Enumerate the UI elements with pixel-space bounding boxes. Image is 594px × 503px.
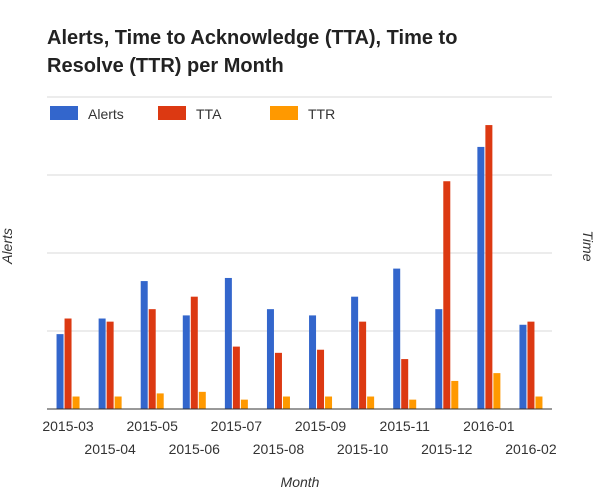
- legend-item-tta: TTA: [158, 106, 222, 122]
- bar-tta-2015-04: [106, 321, 114, 409]
- bar-ttr-2015-03: [72, 396, 80, 409]
- bar-ttr-2015-06: [198, 391, 206, 409]
- bar-alerts-2015-10: [351, 296, 359, 409]
- bar-ttr-2015-07: [240, 399, 248, 409]
- bar-ttr-2015-09: [325, 396, 333, 409]
- x-tick-label-2015-12: 2015-12: [421, 441, 473, 457]
- x-tick-label-2015-09: 2015-09: [295, 418, 347, 434]
- bar-alerts-2015-06: [182, 315, 190, 409]
- legend-swatch-tta: [158, 106, 186, 120]
- bar-tta-2016-02: [527, 321, 535, 409]
- x-tick-label-2016-02: 2016-02: [505, 441, 557, 457]
- legend-swatch-ttr: [270, 106, 298, 120]
- bar-ttr-2015-08: [282, 396, 290, 409]
- bar-tta-2015-09: [317, 349, 325, 409]
- bar-ttr-2016-02: [535, 396, 543, 409]
- legend-item-alerts: Alerts: [50, 106, 124, 122]
- bars: [56, 125, 543, 410]
- bar-ttr-2015-04: [114, 396, 122, 409]
- x-tick-label-2015-10: 2015-10: [337, 441, 389, 457]
- bar-alerts-2015-03: [56, 334, 64, 409]
- bar-ttr-2015-05: [156, 393, 164, 409]
- y-axis-title-right: Time: [580, 231, 594, 262]
- legend-label-tta: TTA: [196, 106, 222, 122]
- bar-ttr-2015-12: [451, 380, 459, 409]
- x-tick-label-2015-04: 2015-04: [84, 441, 136, 457]
- bar-tta-2015-12: [443, 181, 451, 409]
- x-tick-labels: 2015-03 2015-04 2015-05 2015-06 2015-07 2015-…: [42, 418, 557, 457]
- chart-title-line-2: Resolve (TTR) per Month: [47, 55, 284, 77]
- bar-alerts-2015-12: [435, 309, 443, 409]
- bar-tta-2015-10: [359, 321, 367, 409]
- bar-alerts-2015-09: [309, 315, 317, 409]
- bar-ttr-2015-10: [367, 396, 375, 409]
- x-tick-label-2015-03: 2015-03: [42, 418, 94, 434]
- bar-alerts-2015-11: [393, 268, 401, 409]
- legend-label-ttr: TTR: [308, 106, 335, 122]
- legend: Alerts TTA TTR: [50, 106, 335, 122]
- bar-alerts-2015-08: [266, 309, 274, 409]
- bar-alerts-2015-07: [224, 277, 232, 409]
- x-tick-label-2015-07: 2015-07: [211, 418, 263, 434]
- bar-alerts-2015-05: [140, 281, 148, 409]
- legend-label-alerts: Alerts: [88, 106, 124, 122]
- bar-alerts-2016-01: [477, 146, 485, 410]
- bar-ttr-2016-01: [493, 373, 501, 409]
- bar-alerts-2016-02: [519, 324, 527, 409]
- x-tick-label-2016-01: 2016-01: [463, 418, 515, 434]
- bar-tta-2015-07: [232, 346, 240, 409]
- bar-tta-2015-03: [64, 318, 72, 409]
- bar-tta-2016-01: [485, 125, 493, 409]
- bar-tta-2015-05: [148, 309, 156, 409]
- x-tick-label-2015-05: 2015-05: [127, 418, 179, 434]
- bar-tta-2015-06: [190, 296, 198, 409]
- legend-item-ttr: TTR: [270, 106, 335, 122]
- y-axis-title-left: Alerts: [0, 228, 15, 265]
- bar-tta-2015-08: [274, 352, 282, 409]
- chart-title-line-1: Alerts, Time to Acknowledge (TTA), Time …: [47, 27, 457, 49]
- x-tick-label-2015-06: 2015-06: [169, 441, 221, 457]
- grid-lines: [47, 96, 552, 332]
- x-tick-label-2015-11: 2015-11: [380, 418, 431, 434]
- x-tick-label-2015-08: 2015-08: [253, 441, 305, 457]
- bar-alerts-2015-04: [98, 318, 106, 409]
- x-axis-title: Month: [281, 474, 320, 490]
- bar-tta-2015-11: [401, 359, 409, 409]
- bar-ttr-2015-11: [409, 399, 417, 409]
- legend-swatch-alerts: [50, 106, 78, 120]
